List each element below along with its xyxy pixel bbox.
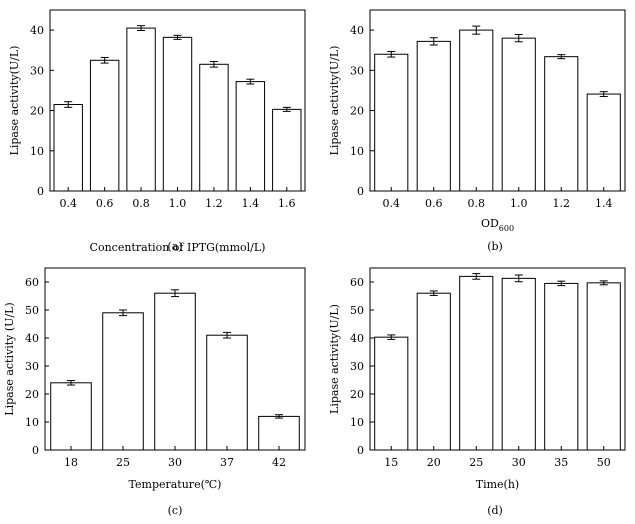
bar bbox=[126, 27, 156, 192]
y-tick-label: 40 bbox=[30, 24, 44, 37]
x-axis-label-subscript: 600 bbox=[499, 224, 514, 233]
panel-label: (b) bbox=[487, 240, 503, 253]
x-tick-label: 37 bbox=[220, 456, 234, 469]
x-tick-label: 35 bbox=[554, 456, 568, 469]
bar bbox=[235, 81, 266, 192]
x-tick-label: 1.0 bbox=[510, 197, 528, 210]
x-tick-label: 0.8 bbox=[468, 197, 486, 210]
y-tick-label: 60 bbox=[350, 276, 364, 289]
y-tick-label: 0 bbox=[37, 185, 44, 198]
bar bbox=[459, 29, 494, 192]
bar bbox=[544, 282, 579, 451]
bar bbox=[272, 108, 302, 192]
x-axis-label: Concentration of IPTG(mmol/L) bbox=[90, 241, 266, 254]
bar bbox=[50, 382, 92, 451]
x-tick-label: 42 bbox=[272, 456, 286, 469]
x-axis-label: Temperature(℃) bbox=[129, 478, 222, 491]
panel-label: (c) bbox=[168, 504, 183, 517]
y-tick-label: 30 bbox=[25, 360, 39, 373]
bar bbox=[586, 282, 621, 451]
chart-panel-1: 0 10 20 30 40 0.4 0.6 0.8 1.0 1.2 1.4 1.6 Lipase act… bbox=[8, 9, 306, 254]
y-tick-label: 50 bbox=[25, 304, 39, 317]
y-tick-label: 10 bbox=[350, 416, 364, 429]
x-axis-label: Time(h) bbox=[476, 478, 519, 491]
y-tick-label: 60 bbox=[25, 276, 39, 289]
x-tick-label: 1.4 bbox=[242, 197, 260, 210]
bar bbox=[544, 56, 579, 192]
plot-frame bbox=[369, 267, 626, 451]
y-tick-label: 10 bbox=[30, 145, 44, 158]
bar bbox=[102, 312, 144, 451]
y-axis-label: Lipase activity(U/L) bbox=[328, 46, 341, 156]
bar bbox=[586, 93, 621, 192]
x-tick-label: 0.8 bbox=[132, 197, 150, 210]
bar bbox=[206, 334, 248, 451]
x-tick-label: 0.6 bbox=[425, 197, 443, 210]
chart-panel-2: 0 10 20 30 40 0.4 0.6 0.8 1.0 1.2 1.4 Lipase activi… bbox=[328, 9, 626, 253]
y-tick-label: 30 bbox=[30, 64, 44, 77]
x-tick-label: 1.4 bbox=[595, 197, 613, 210]
y-axis-label: Lipase activity(U/L) bbox=[328, 304, 341, 414]
y-tick-label: 10 bbox=[25, 416, 39, 429]
bar bbox=[416, 40, 451, 192]
y-tick-label: 20 bbox=[350, 388, 364, 401]
y-tick-label: 40 bbox=[350, 332, 364, 345]
y-tick-label: 20 bbox=[25, 388, 39, 401]
bar bbox=[501, 277, 536, 451]
x-tick-label: 25 bbox=[116, 456, 130, 469]
bar bbox=[89, 59, 120, 192]
y-tick-label: 50 bbox=[350, 304, 364, 317]
bar bbox=[199, 63, 229, 192]
x-tick-label: 30 bbox=[168, 456, 182, 469]
x-tick-label: 25 bbox=[469, 456, 483, 469]
y-tick-label: 0 bbox=[32, 444, 39, 457]
x-tick-label: 0.6 bbox=[96, 197, 114, 210]
x-tick-label: 1.0 bbox=[169, 197, 187, 210]
x-tick-label: 18 bbox=[64, 456, 78, 469]
y-tick-label: 20 bbox=[30, 105, 44, 118]
chart-panel-3: 0 10 20 30 40 50 60 18 25 30 37 42 Lipase activity (… bbox=[3, 267, 306, 517]
y-tick-label: 20 bbox=[350, 105, 364, 118]
panel-label: (a) bbox=[167, 240, 182, 253]
bar bbox=[374, 336, 409, 451]
panel-label: (d) bbox=[487, 504, 503, 517]
y-axis-label: Lipase activity (U/L) bbox=[3, 302, 16, 415]
bar bbox=[258, 415, 300, 451]
x-tick-label: 1.2 bbox=[553, 197, 571, 210]
x-tick-label: 0.4 bbox=[59, 197, 77, 210]
plot-frame bbox=[369, 9, 626, 192]
bar bbox=[162, 36, 193, 192]
y-tick-label: 40 bbox=[25, 332, 39, 345]
bar bbox=[459, 275, 494, 451]
y-axis-label: Lipase activity(U/L) bbox=[8, 46, 21, 156]
x-axis-label: OD600 bbox=[481, 217, 514, 233]
bar bbox=[154, 292, 196, 451]
x-tick-label: 50 bbox=[597, 456, 611, 469]
x-tick-label: 15 bbox=[384, 456, 398, 469]
y-tick-label: 30 bbox=[350, 360, 364, 373]
y-tick-label: 30 bbox=[350, 64, 364, 77]
y-tick-label: 0 bbox=[357, 185, 364, 198]
bar bbox=[501, 37, 536, 192]
bar bbox=[374, 53, 409, 192]
chart-panel-4: 0 10 20 30 40 50 60 15 20 25 30 35 50 Lipase activity… bbox=[328, 267, 626, 517]
x-tick-label: 1.6 bbox=[278, 197, 296, 210]
x-tick-label: 30 bbox=[512, 456, 526, 469]
x-tick-label: 1.2 bbox=[205, 197, 223, 210]
y-tick-label: 10 bbox=[350, 145, 364, 158]
y-tick-label: 0 bbox=[357, 444, 364, 457]
bar bbox=[416, 292, 451, 451]
x-tick-label: 20 bbox=[427, 456, 441, 469]
x-tick-label: 0.4 bbox=[383, 197, 401, 210]
y-tick-label: 40 bbox=[350, 24, 364, 37]
bar bbox=[53, 104, 83, 192]
